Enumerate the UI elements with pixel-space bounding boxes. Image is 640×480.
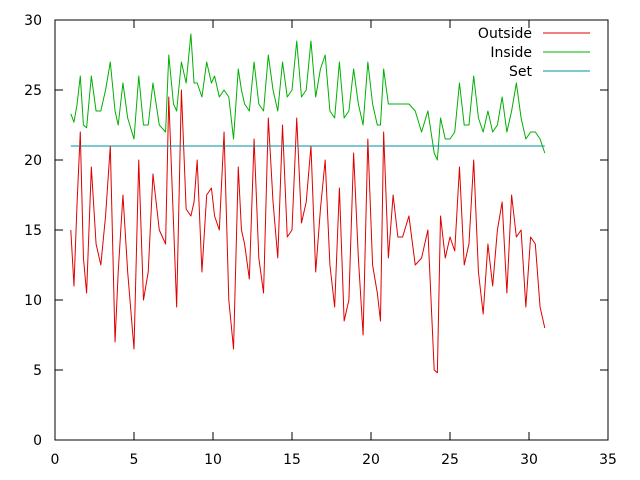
x-tick-label: 25 — [441, 452, 459, 468]
series-line-outside — [70, 89, 546, 374]
x-tick-label: 35 — [599, 452, 617, 468]
legend-label-inside: Inside — [490, 45, 532, 61]
y-tick-label: 10 — [24, 293, 42, 309]
x-tick-label: 0 — [51, 452, 60, 468]
y-tick-label: 30 — [24, 13, 42, 29]
series-line-inside — [70, 33, 546, 161]
legend-label-outside: Outside — [478, 26, 532, 42]
x-tick-label: 30 — [520, 452, 538, 468]
x-tick-label: 10 — [204, 452, 222, 468]
axis-layer: 0 5 10 15 20 25 30 35 0 5 10 15 20 25 30 — [24, 13, 617, 468]
y-tick-label: 0 — [33, 433, 42, 449]
legend: Outside Inside Set — [478, 26, 590, 80]
y-tick-label: 15 — [24, 223, 42, 239]
x-tick-label: 15 — [283, 452, 301, 468]
y-tick-label: 20 — [24, 153, 42, 169]
x-tick-label: 5 — [130, 452, 139, 468]
y-tick-label: 25 — [24, 83, 42, 99]
x-tick-label: 20 — [362, 452, 380, 468]
legend-label-set: Set — [509, 64, 533, 80]
y-tick-label: 5 — [33, 363, 42, 379]
series-layer — [70, 33, 546, 374]
